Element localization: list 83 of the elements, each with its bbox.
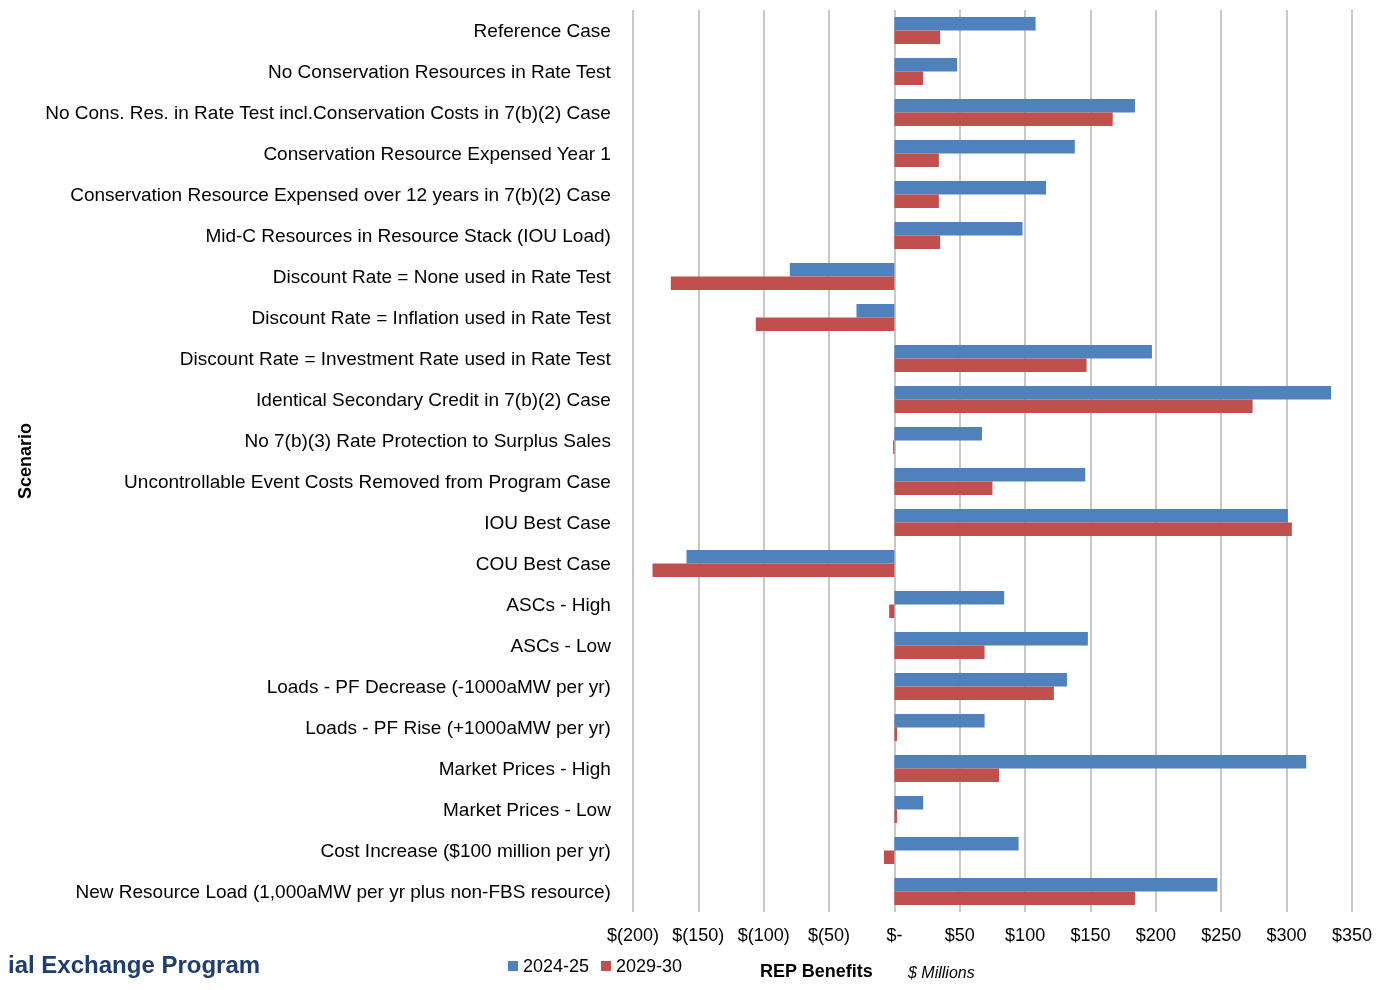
- y-tick-label: No 7(b)(3) Rate Protection to Surplus Sales: [244, 430, 611, 451]
- x-tick-label: $200: [1135, 925, 1176, 945]
- bar: [894, 727, 897, 742]
- legend-label: 2029-30: [616, 956, 683, 976]
- bar: [670, 276, 895, 291]
- bar: [894, 139, 1075, 154]
- bar: [894, 508, 1288, 523]
- x-tick-label: $250: [1201, 925, 1242, 945]
- bar: [894, 426, 982, 441]
- bar: [894, 713, 985, 728]
- y-tick-label: Conservation Resource Expensed Year 1: [263, 143, 611, 164]
- text: $ Millions: [907, 963, 975, 981]
- y-axis-title: Scenario: [15, 422, 35, 500]
- bar: [894, 795, 924, 810]
- bar: [894, 754, 1307, 769]
- x-tick-label: $350: [1331, 925, 1372, 945]
- bar: [894, 645, 985, 660]
- text: ial Exchange Program: [8, 950, 261, 978]
- bar: [894, 221, 1023, 236]
- legend-label: 2024-25: [523, 956, 590, 976]
- y-tick-label: Reference Case: [473, 20, 611, 41]
- y-tick-label: Loads - PF Decrease (-1000aMW per yr): [266, 676, 611, 697]
- bar: [894, 877, 1218, 892]
- y-tick-label: Identical Secondary Credit in 7(b)(2) Case: [256, 389, 611, 410]
- bar: [856, 303, 895, 318]
- bar: [894, 481, 993, 496]
- bar: [894, 71, 924, 86]
- bar: [894, 399, 1253, 414]
- y-tick-label: IOU Best Case: [484, 512, 611, 533]
- y-tick-label: Market Prices - High: [438, 758, 611, 779]
- bar: [894, 768, 999, 783]
- bar: [889, 604, 895, 619]
- bar: [894, 590, 1005, 605]
- bar: [894, 385, 1332, 400]
- bar: [894, 153, 939, 168]
- bar: [894, 180, 1047, 195]
- x-tick-label: $(150): [672, 925, 725, 945]
- y-tick-label: ASCs - High: [506, 594, 611, 615]
- x-tick-label: $100: [1005, 925, 1046, 945]
- bar: [883, 850, 895, 865]
- bar: [894, 57, 958, 72]
- bar: [894, 30, 941, 45]
- y-tick-label: Market Prices - Low: [443, 799, 612, 820]
- y-tick-label: No Cons. Res. in Rate Test incl.Conservation Costs in 7(b)(2) Case: [45, 102, 611, 123]
- y-tick-label: Discount Rate = Investment Rate used in Rate Test: [179, 348, 612, 369]
- bar: [894, 467, 1086, 482]
- x-tick-label: $50: [944, 925, 975, 945]
- y-tick-label: New Resource Load (1,000aMW per yr plus non-FBS resource): [75, 881, 611, 902]
- y-tick-label: Uncontrollable Event Costs Removed from Program Case: [124, 471, 611, 492]
- x-tick-label: $300: [1266, 925, 1307, 945]
- bar: [894, 344, 1152, 359]
- bar: [894, 16, 1036, 31]
- bar: [894, 686, 1054, 701]
- y-tick-label: Discount Rate = None used in Rate Test: [272, 266, 612, 287]
- x-tick-label: $(200): [606, 925, 659, 945]
- bar: [755, 317, 895, 332]
- bar: [894, 112, 1113, 127]
- bar: [894, 672, 1067, 687]
- bar: [894, 98, 1135, 113]
- x-tick-label: $(100): [737, 925, 790, 945]
- y-tick-label: Mid-C Resources in Resource Stack (IOU Load): [205, 225, 611, 246]
- y-tick-label: Conservation Resource Expensed over 12 years in 7(b)(2) Case: [70, 184, 611, 205]
- x-axis-title: REP Benefits: [760, 961, 873, 981]
- y-tick-label: COU Best Case: [475, 553, 611, 574]
- bar: [894, 631, 1088, 646]
- bar: [894, 235, 941, 250]
- y-tick-label: Discount Rate = Inflation used in Rate Test: [251, 307, 612, 328]
- bar: [894, 522, 1292, 537]
- bar: [894, 836, 1019, 851]
- bar: [894, 809, 897, 824]
- x-tick-label: $-: [886, 925, 903, 945]
- bar: [686, 549, 895, 564]
- y-tick-label: No Conservation Resources in Rate Test: [268, 61, 612, 82]
- y-tick-label: ASCs - Low: [510, 635, 612, 656]
- bar: [894, 891, 1135, 906]
- bar: [894, 194, 939, 209]
- bar: [652, 563, 895, 578]
- x-tick-label: $150: [1070, 925, 1111, 945]
- y-tick-label: Cost Increase ($100 million per yr): [320, 840, 611, 861]
- bar: [789, 262, 895, 277]
- bar: [894, 358, 1087, 373]
- y-tick-label: Loads - PF Rise (+1000aMW per yr): [305, 717, 611, 738]
- x-tick-label: $(50): [808, 925, 851, 945]
